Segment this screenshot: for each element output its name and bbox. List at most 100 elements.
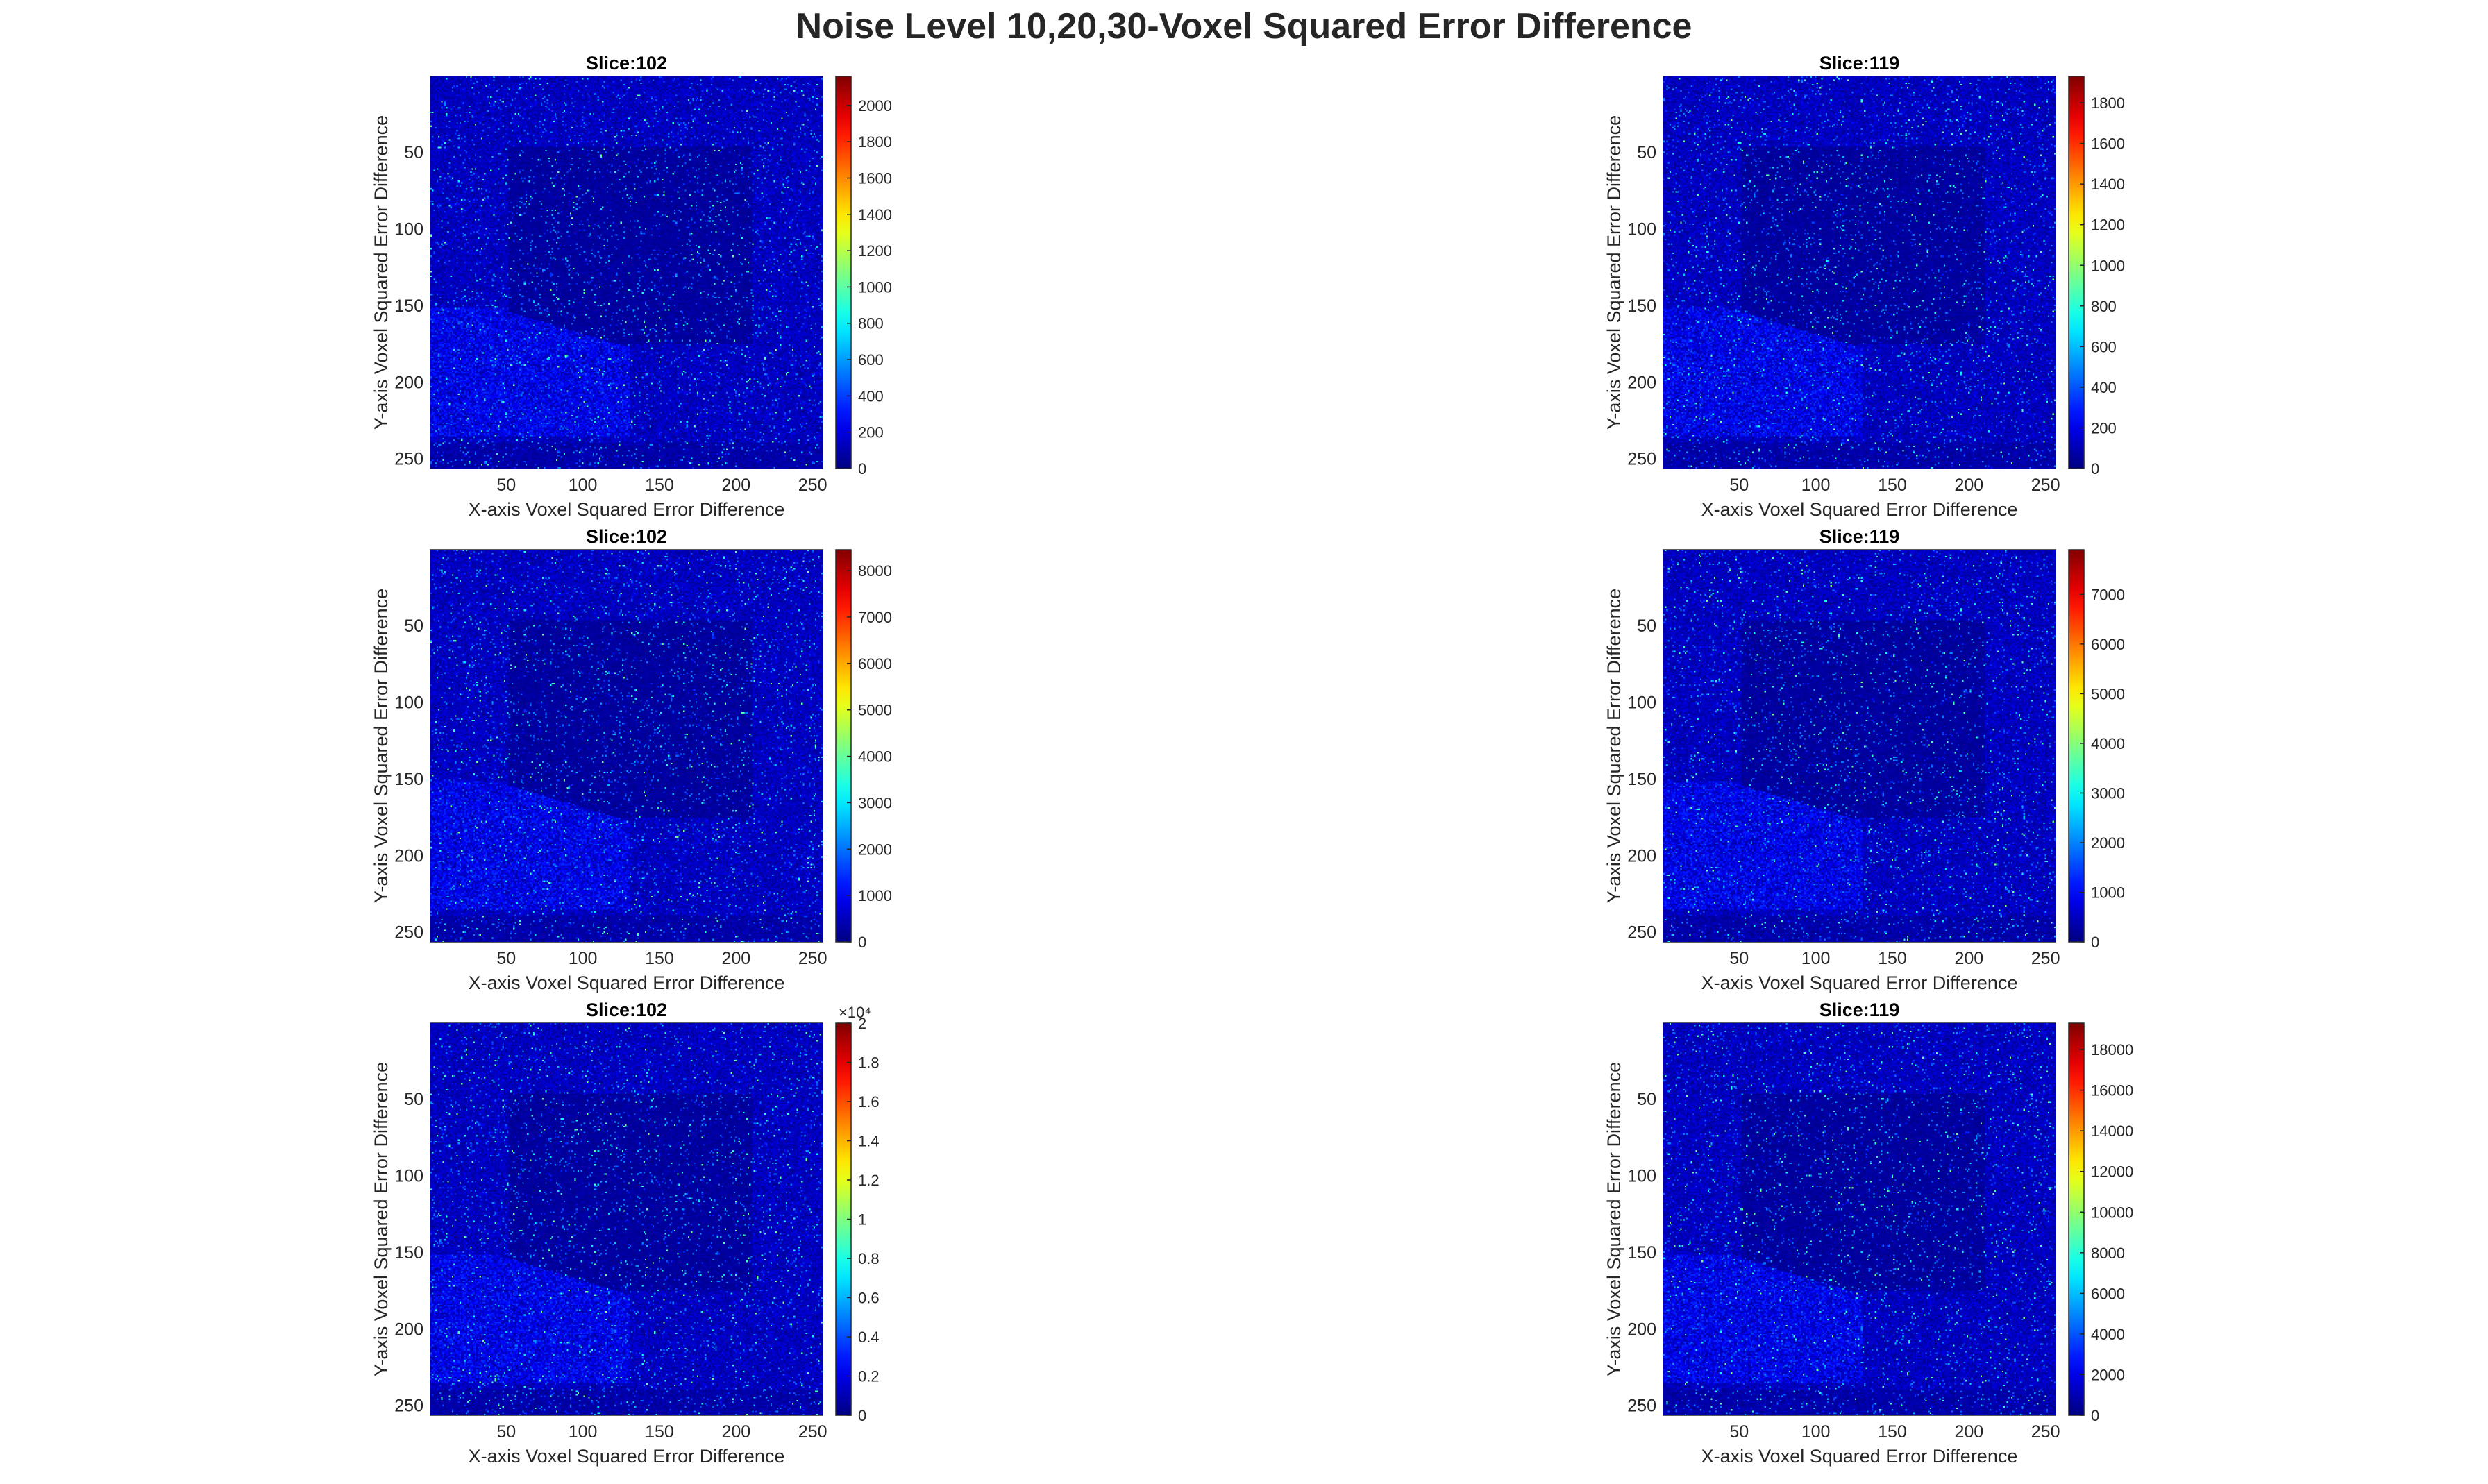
- x-tick-label: 50: [1729, 475, 1749, 495]
- chart-title: Slice:119: [1819, 53, 1900, 74]
- figure-title: Noise Level 10,20,30-Voxel Squared Error…: [796, 6, 1692, 47]
- x-tick-label: 50: [496, 949, 516, 968]
- heatmap-image: [1663, 550, 2056, 942]
- y-tick-label: 100: [394, 693, 423, 713]
- colorbar-tick-label: 1800: [858, 133, 892, 151]
- colorbar-tick-label: 0: [858, 460, 866, 478]
- x-tick-label: 50: [496, 475, 516, 495]
- chart-title: Slice:102: [586, 53, 667, 74]
- colorbar-tick-label: 1600: [858, 169, 892, 187]
- heatmap-panel-5: Slice:102 50 100 150 200 250 50 100 150 200 250 X-a…: [361, 995, 1159, 1467]
- colorbar-tick-label: 1000: [858, 278, 892, 296]
- colorbar-tick-label: 7000: [858, 609, 892, 626]
- y-tick-label: 150: [394, 296, 423, 316]
- y-tick-label: 50: [1637, 616, 1656, 636]
- x-tick-label: 200: [1954, 949, 1983, 968]
- colorbar-tick-label: 1.4: [858, 1133, 880, 1150]
- x-tick-label: 100: [1801, 475, 1831, 495]
- x-axis-label: X-axis Voxel Squared Error Difference: [1701, 1446, 2018, 1467]
- heatmap-image: [430, 550, 823, 942]
- x-tick-label: 200: [721, 1422, 750, 1442]
- chart-svg: Slice:102 50 100 150 200 250 50 100 150 200 250 X-a…: [371, 1000, 880, 1467]
- colorbar-tick-label: 600: [2091, 338, 2117, 355]
- colorbar-tick-label: 0.8: [858, 1250, 880, 1267]
- heatmap-panel-4: Slice:119 50 100 150 200 250 50 100 150 200 250 X-a…: [1594, 522, 2392, 994]
- heatmap-panel-6: Slice:119 50 100 150 200 250 50 100 150 200 250 X-a…: [1594, 995, 2392, 1467]
- y-axis-label: Y-axis Voxel Squared Error Difference: [371, 589, 392, 903]
- y-tick-label: 50: [404, 143, 423, 162]
- colorbar-tick-label: 7000: [2091, 586, 2125, 603]
- x-tick-label: 200: [721, 475, 750, 495]
- colorbar-tick-label: 1400: [2091, 176, 2125, 193]
- colorbar-tick-label: 200: [2091, 419, 2117, 437]
- y-axis-label: Y-axis Voxel Squared Error Difference: [371, 1062, 392, 1376]
- x-tick-label: 150: [1878, 1422, 1907, 1442]
- colorbar-tick-label: 6000: [858, 655, 892, 673]
- chart-svg: Slice:102 50 100 150 200 250 50 100 150 200 250 X-a…: [371, 53, 892, 520]
- colorbar-exponent: ×10⁴: [839, 1004, 871, 1021]
- y-tick-label: 150: [1627, 296, 1656, 316]
- heatmap-panel-1: Slice:102 50 100 150 200 250 50 100 150 200 250 X-a…: [361, 49, 1159, 521]
- colorbar-tick-label: 1600: [2091, 135, 2125, 153]
- y-axis-label: Y-axis Voxel Squared Error Difference: [1604, 1062, 1624, 1376]
- colorbar-tick-label: 1800: [2091, 94, 2125, 112]
- colorbar-tick-label: 1200: [2091, 217, 2125, 234]
- y-tick-label: 250: [1627, 450, 1656, 469]
- colorbar-tick-label: 800: [2091, 298, 2117, 315]
- x-tick-label: 250: [798, 475, 827, 495]
- x-tick-label: 150: [645, 949, 674, 968]
- y-tick-label: 200: [1627, 373, 1656, 392]
- colorbar-tick-label: 600: [858, 351, 884, 369]
- x-tick-label: 100: [569, 949, 598, 968]
- y-tick-label: 200: [394, 373, 423, 392]
- heatmap-panel-3: Slice:102 50 100 150 200 250 50 100 150 200 250 X-a…: [361, 522, 1159, 994]
- colorbar-tick-label: 8000: [858, 562, 892, 580]
- colorbar-tick-label: 0: [858, 934, 866, 951]
- x-axis-label: X-axis Voxel Squared Error Difference: [469, 499, 785, 520]
- colorbar-tick-label: 400: [858, 387, 884, 405]
- y-tick-label: 150: [1627, 1243, 1656, 1263]
- colorbar-tick-label: 1: [858, 1211, 866, 1229]
- colorbar: [2068, 76, 2085, 469]
- y-tick-label: 250: [394, 450, 423, 469]
- x-tick-label: 250: [2031, 949, 2060, 968]
- x-tick-label: 200: [1954, 1422, 1983, 1442]
- colorbar-tick-label: 0.4: [858, 1329, 880, 1346]
- x-axis-label: X-axis Voxel Squared Error Difference: [469, 1446, 785, 1467]
- x-tick-label: 100: [569, 475, 598, 495]
- x-tick-label: 250: [2031, 475, 2060, 495]
- colorbar-tick-label: 3000: [858, 794, 892, 811]
- chart-svg: Slice:102 50 100 150 200 250 50 100 150 200 250 X-a…: [371, 526, 892, 993]
- chart-title: Slice:119: [1819, 526, 1900, 547]
- x-tick-label: 150: [1878, 475, 1907, 495]
- x-tick-label: 250: [2031, 1422, 2060, 1442]
- y-tick-label: 100: [394, 1167, 423, 1186]
- colorbar-tick-label: 0: [858, 1407, 866, 1424]
- colorbar-tick-label: 2000: [2091, 1366, 2125, 1383]
- heatmap-image: [430, 1023, 823, 1415]
- heatmap-image: [430, 76, 823, 469]
- colorbar-tick-label: 0: [2091, 934, 2099, 951]
- colorbar-tick-label: 10000: [2091, 1204, 2133, 1221]
- colorbar-tick-label: 1200: [858, 242, 892, 260]
- colorbar-tick-label: 4000: [858, 748, 892, 766]
- x-tick-label: 150: [1878, 949, 1907, 968]
- y-tick-label: 100: [1627, 693, 1656, 713]
- x-tick-label: 50: [496, 1422, 516, 1442]
- colorbar-tick-label: 14000: [2091, 1122, 2133, 1140]
- colorbar-tick-label: 1.2: [858, 1172, 880, 1189]
- y-tick-label: 200: [1627, 846, 1656, 866]
- colorbar-tick-label: 2: [858, 1015, 866, 1032]
- chart-title: Slice:102: [586, 1000, 667, 1020]
- colorbar-tick-label: 2000: [858, 841, 892, 858]
- colorbar-tick-label: 16000: [2091, 1082, 2133, 1099]
- chart-title: Slice:119: [1819, 1000, 1900, 1020]
- y-axis-label: Y-axis Voxel Squared Error Difference: [1604, 115, 1624, 430]
- y-tick-label: 100: [1627, 220, 1656, 239]
- colorbar-tick-label: 400: [2091, 379, 2117, 396]
- colorbar-tick-label: 6000: [2091, 636, 2125, 653]
- colorbar-tick-label: 1000: [858, 887, 892, 904]
- colorbar-tick-label: 0.6: [858, 1290, 880, 1307]
- colorbar: [2068, 549, 2085, 943]
- chart-svg: Slice:119 50 100 150 200 250 50 100 150 200 250 X-a…: [1604, 1000, 2133, 1467]
